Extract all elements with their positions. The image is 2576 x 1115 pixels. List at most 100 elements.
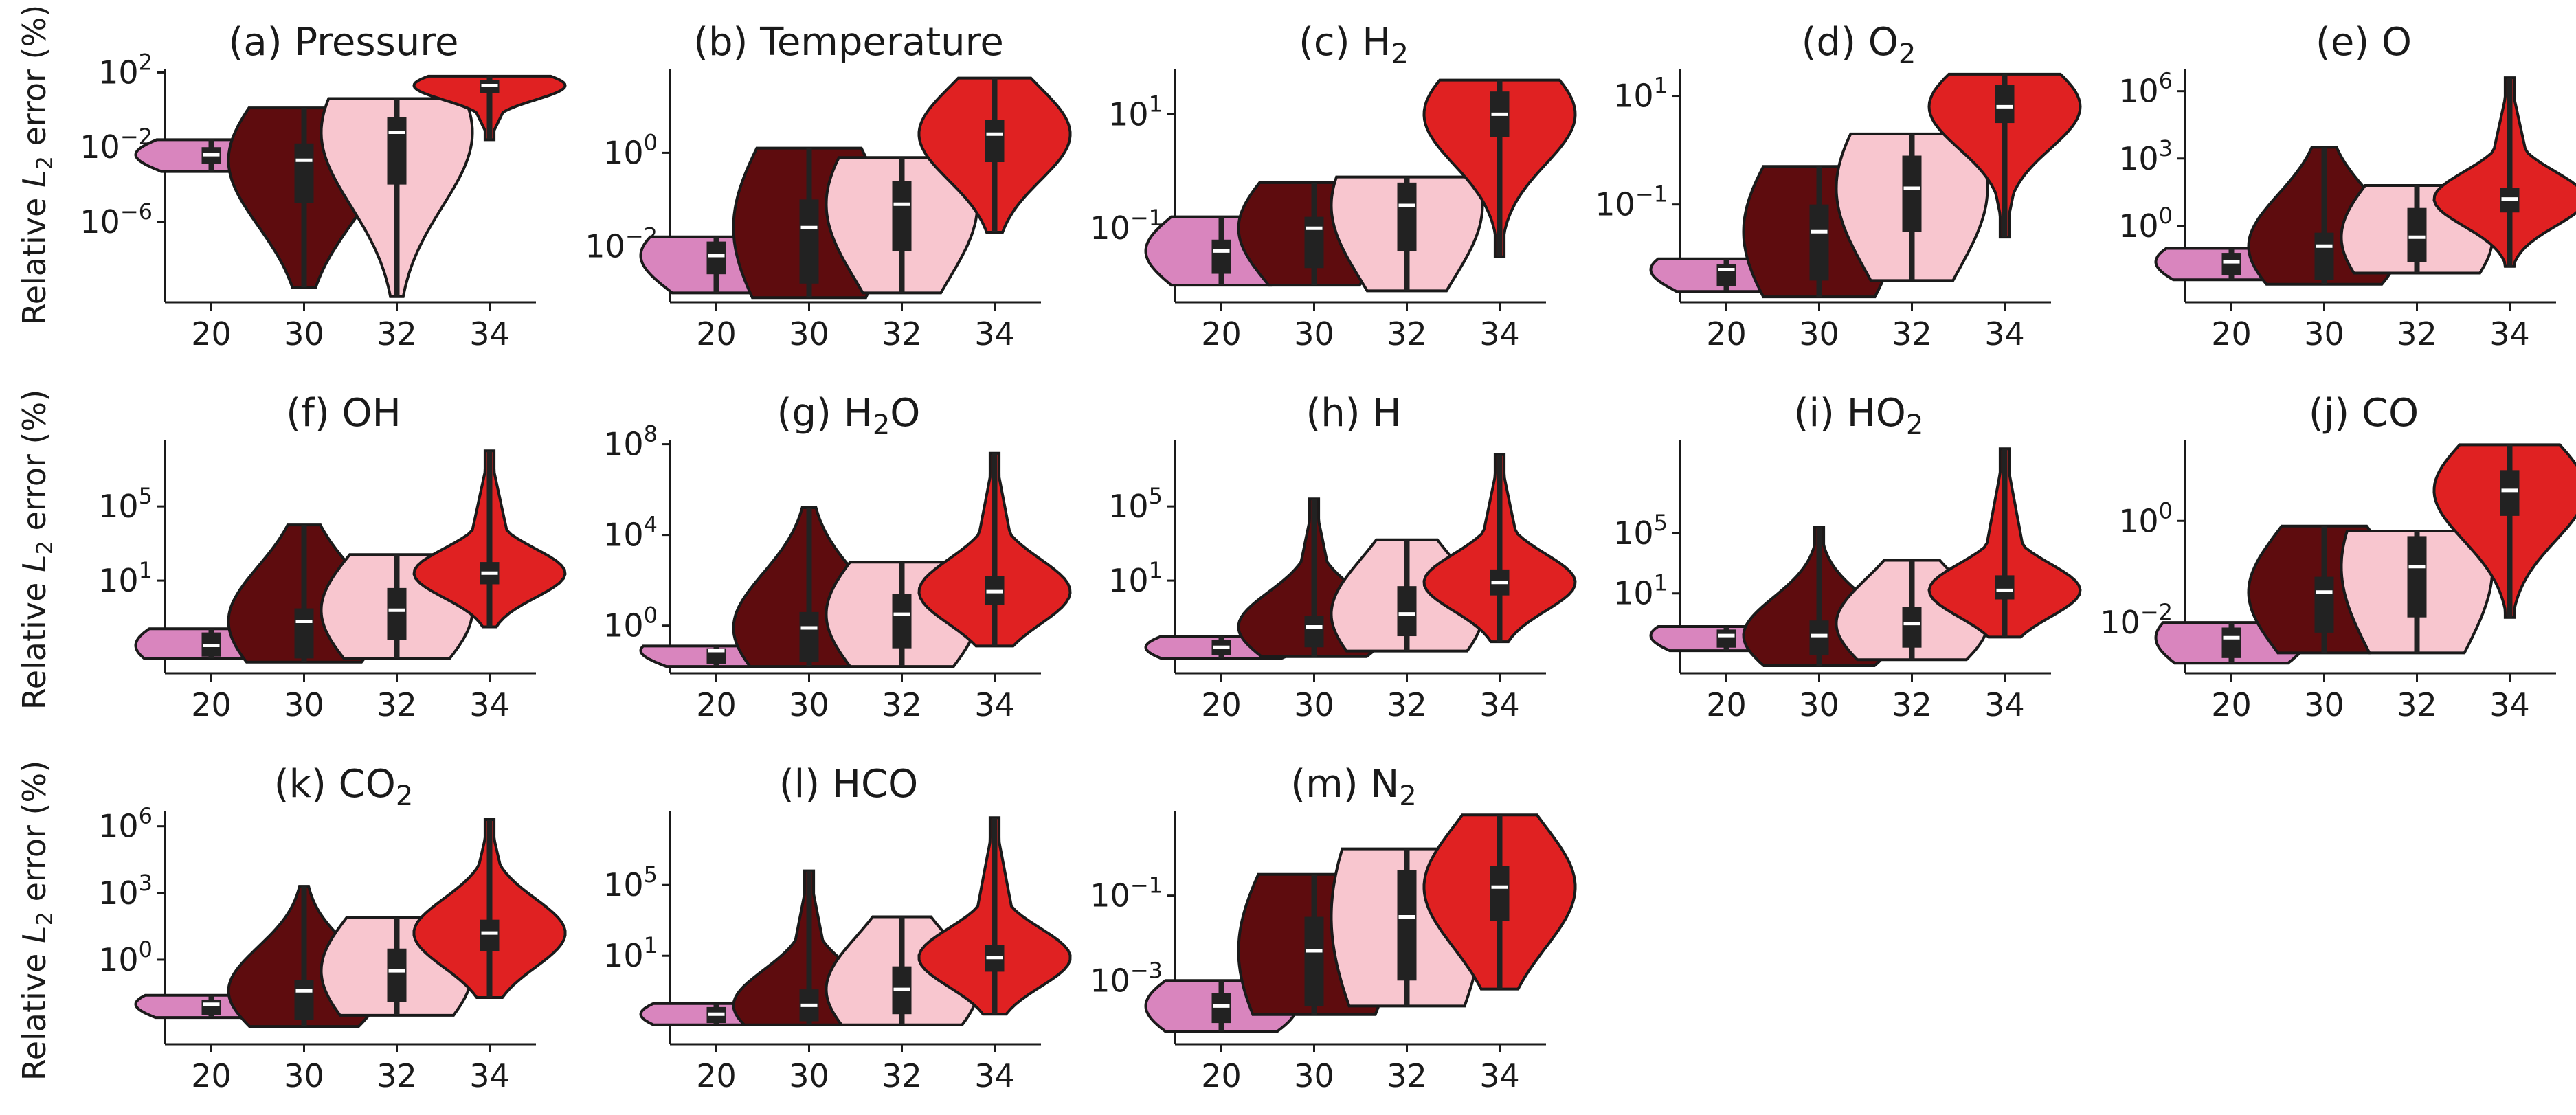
panel-title-main: (b) Temperature [693, 20, 1004, 65]
x-tick-label: 34 [469, 315, 510, 352]
y-tick-exp: 1 [139, 557, 153, 583]
panel-title: (f) OH [286, 391, 401, 436]
x-tick-label: 30 [2304, 315, 2344, 352]
x-tick-label: 32 [377, 686, 417, 723]
x-tick-label: 32 [2397, 686, 2437, 723]
panel-title-sub: 2 [1899, 38, 1916, 70]
y-tick-base: 10 [98, 488, 139, 525]
y-tick-exp: 6 [2159, 68, 2173, 94]
y-tick-exp: 5 [139, 483, 153, 509]
panel-title-main: (l) HCO [779, 762, 918, 807]
x-tick-label: 20 [191, 1057, 232, 1094]
x-tick-label: 32 [1387, 315, 1427, 352]
y-tick-exp: 5 [1149, 483, 1163, 509]
y-tick-label: 103 [2118, 135, 2173, 177]
y-tick-base: 10 [603, 426, 644, 463]
y-tick-base: 10 [98, 941, 139, 978]
y-tick-base: 10 [98, 808, 139, 845]
box-20 [2221, 253, 2241, 275]
box-34 [985, 120, 1005, 162]
panel-title-main: (a) Pressure [229, 20, 459, 65]
panel-title-sub: 2 [873, 409, 890, 441]
y-tick-base: 10 [1613, 78, 1654, 115]
y-tick-base: 10 [1090, 210, 1130, 247]
y-tick-base: 10 [603, 134, 644, 171]
panel-title: (k) CO2​ [274, 762, 414, 812]
y-tick-exp: −2 [2140, 599, 2173, 625]
panel-title: (d) O2​ [1802, 20, 1916, 70]
violin-34 [2432, 76, 2576, 268]
y-tick-base: 10 [2118, 73, 2159, 110]
y-tick-base: 10 [585, 227, 625, 264]
y-tick-base: 10 [603, 866, 644, 903]
panel-title-sub: 2 [1391, 38, 1408, 70]
y-tick-label: 101 [98, 557, 153, 599]
y-tick-base: 10 [98, 875, 139, 912]
y-axis-label-row-2: Relative L2 error (%) [16, 390, 58, 710]
y-tick-exp: −1 [1130, 205, 1163, 231]
panel-title: (m) N2​ [1290, 762, 1416, 812]
y-tick-base: 10 [1090, 962, 1130, 999]
y-tick-exp: 0 [2159, 203, 2173, 229]
x-tick-label: 20 [1201, 1057, 1242, 1094]
y-tick-base: 10 [1108, 562, 1149, 599]
box-20 [1211, 239, 1231, 274]
panel-title-main: (e) O [2316, 20, 2412, 65]
box-20 [201, 1000, 221, 1015]
y-tick-base: 10 [98, 54, 139, 91]
x-tick-label: 32 [1892, 315, 1932, 352]
x-tick-label: 20 [2211, 686, 2252, 723]
y-axis-label-row-3: Relative L2 error (%) [16, 761, 58, 1081]
x-tick-label: 20 [1201, 686, 1242, 723]
x-tick-label: 32 [1387, 686, 1427, 723]
x-tick-label: 34 [2489, 686, 2530, 723]
x-tick-label: 20 [1706, 686, 1747, 723]
y-tick-label: 10−1 [1090, 872, 1163, 914]
y-tick-label: 100 [2118, 203, 2173, 245]
x-tick-label: 30 [789, 1057, 829, 1094]
panel-title: (i) HO2​ [1794, 391, 1924, 441]
x-tick-label: 30 [1294, 1057, 1334, 1094]
box-32 [1397, 586, 1417, 637]
y-tick-label: 105 [603, 861, 658, 903]
panel-title: (e) O [2316, 20, 2412, 65]
y-tick-label: 100 [98, 936, 153, 978]
x-tick-label: 20 [696, 315, 737, 352]
violin-34 [2432, 443, 2576, 619]
x-tick-label: 30 [1799, 315, 1839, 352]
box-32 [387, 948, 407, 1002]
panel-title: (l) HCO [779, 762, 918, 807]
box-30 [1304, 616, 1324, 648]
y-tick-exp: 1 [1149, 557, 1163, 583]
y-tick-label: 10−1 [1090, 205, 1163, 247]
y-tick-base: 10 [80, 128, 120, 166]
y-tick-base: 10 [2118, 140, 2159, 177]
box-30 [294, 980, 314, 1020]
x-tick-label: 20 [1706, 315, 1747, 352]
y-tick-exp: 0 [644, 129, 658, 155]
y-tick-base: 10 [80, 203, 120, 240]
y-tick-label: 108 [603, 421, 658, 463]
y-tick-label: 10−6 [80, 199, 153, 240]
box-34 [1995, 575, 2015, 600]
box-30 [2314, 232, 2334, 280]
box-20 [2221, 627, 2241, 658]
box-30 [1304, 216, 1324, 269]
y-tick-label: 106 [2118, 68, 2173, 110]
box-32 [892, 594, 912, 649]
box-30 [294, 608, 314, 659]
y-tick-label: 105 [98, 483, 153, 525]
y-tick-label: 100 [603, 129, 658, 171]
y-tick-label: 10−3 [1090, 957, 1163, 999]
y-tick-label: 105 [1613, 510, 1668, 552]
box-32 [892, 181, 912, 251]
y-tick-exp: 4 [644, 512, 658, 538]
y-tick-base: 10 [1108, 95, 1149, 133]
box-32 [1397, 870, 1417, 981]
